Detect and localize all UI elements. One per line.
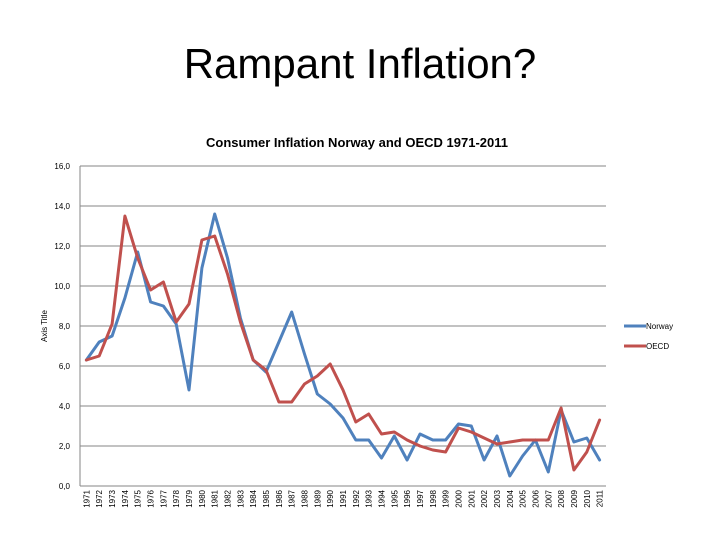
x-tick-label: 1993 bbox=[365, 489, 374, 507]
slide-title: Rampant Inflation? bbox=[183, 40, 537, 87]
x-tick-label: 2008 bbox=[557, 489, 566, 507]
x-tick-label: 1998 bbox=[429, 489, 438, 507]
y-axis-title: Axis Title bbox=[40, 309, 49, 342]
x-tick-label: 1983 bbox=[236, 489, 245, 507]
y-tick-label: 6,0 bbox=[59, 362, 71, 371]
x-tick-label: 1999 bbox=[442, 489, 451, 507]
x-tick-label: 2003 bbox=[493, 489, 502, 507]
x-tick-label: 1976 bbox=[147, 489, 156, 507]
x-tick-label: 1982 bbox=[224, 489, 233, 507]
y-tick-label: 0,0 bbox=[59, 482, 71, 491]
x-tick-label: 2001 bbox=[467, 489, 476, 507]
x-tick-label: 1994 bbox=[377, 489, 386, 507]
y-tick-label: 4,0 bbox=[59, 402, 71, 411]
x-tick-label: 1980 bbox=[198, 489, 207, 507]
x-tick-label: 1989 bbox=[313, 489, 322, 507]
series-line-norway bbox=[84, 212, 602, 478]
x-tick-label: 1978 bbox=[172, 489, 181, 507]
legend-label-norway: Norway bbox=[646, 322, 673, 331]
legend: Norway OECD bbox=[624, 322, 673, 351]
y-tick-label: 16,0 bbox=[54, 162, 70, 171]
x-tick-label: 1988 bbox=[301, 489, 310, 507]
chart-title: Consumer Inflation Norway and OECD 1971-… bbox=[206, 135, 508, 150]
x-tick-label: 2006 bbox=[531, 489, 540, 507]
x-tick-label: 1974 bbox=[121, 489, 130, 507]
x-tick-label: 1977 bbox=[159, 489, 168, 507]
y-tick-label: 2,0 bbox=[59, 442, 71, 451]
y-tick-label: 12,0 bbox=[54, 242, 70, 251]
x-tick-label: 2000 bbox=[454, 489, 463, 507]
x-tick-label: 1987 bbox=[288, 489, 297, 507]
x-tick-label: 2009 bbox=[570, 489, 579, 507]
x-tick-label: 1986 bbox=[275, 489, 284, 507]
y-tick-label: 10,0 bbox=[54, 282, 70, 291]
x-tick-label: 2005 bbox=[519, 489, 528, 507]
x-tick-label: 1981 bbox=[211, 489, 220, 507]
x-tick-label: 2011 bbox=[596, 489, 605, 507]
x-tick-label: 2007 bbox=[544, 489, 553, 507]
x-tick-label: 1995 bbox=[390, 489, 399, 507]
x-tick-label: 2002 bbox=[480, 489, 489, 507]
x-tick-label: 1975 bbox=[134, 489, 143, 507]
x-tick-label: 1973 bbox=[108, 489, 117, 507]
x-tick-label: 1984 bbox=[249, 489, 258, 507]
x-tick-label: 1979 bbox=[185, 489, 194, 507]
series-line-oecd bbox=[84, 214, 602, 472]
x-tick-label: 1991 bbox=[339, 489, 348, 507]
x-tick-label: 2004 bbox=[506, 489, 515, 507]
y-tick-label: 14,0 bbox=[54, 202, 70, 211]
x-tick-label: 1997 bbox=[416, 489, 425, 507]
x-tick-label: 1990 bbox=[326, 489, 335, 507]
y-tick-labels: 0,0 2,0 4,0 6,0 8,0 10,0 12,0 14,0 16,0 bbox=[54, 162, 70, 491]
x-tick-label: 1996 bbox=[403, 489, 412, 507]
y-tick-label: 8,0 bbox=[59, 322, 71, 331]
x-tick-label: 1971 bbox=[82, 489, 91, 507]
x-tick-label: 1972 bbox=[95, 489, 104, 507]
x-tick-labels: 1971 1972 1973 1974 1975 1976 1977 1978 1979 1980… bbox=[82, 489, 604, 507]
x-tick-label: 1992 bbox=[352, 489, 361, 507]
legend-label-oecd: OECD bbox=[646, 342, 669, 351]
gridlines bbox=[79, 165, 606, 487]
x-tick-label: 1985 bbox=[262, 489, 271, 507]
series-lines bbox=[84, 212, 602, 478]
x-tick-label: 2010 bbox=[583, 489, 592, 507]
